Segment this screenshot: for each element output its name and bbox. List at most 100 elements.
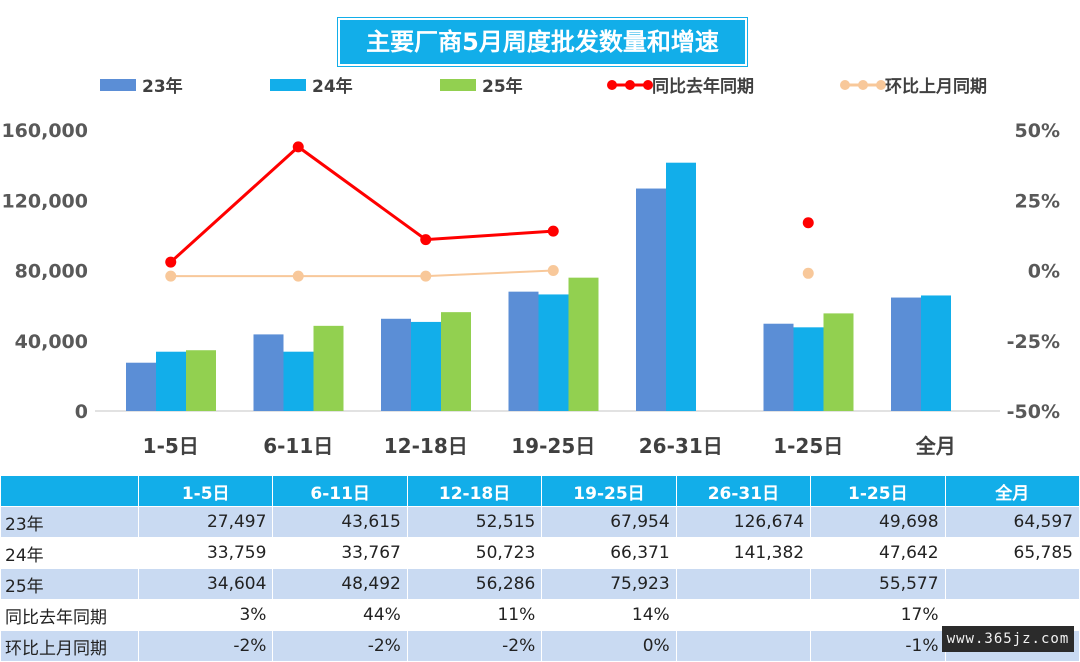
bar-25年 (186, 350, 216, 411)
table-row-label: 24年 (0, 537, 139, 569)
right-axis: -50% -25% 0% 25% 50% (1007, 120, 1060, 423)
point-同比去年同期 (802, 217, 814, 229)
table-column-header: 19-25日 (541, 475, 677, 507)
table-cell (944, 568, 1080, 600)
point-同比去年同期 (547, 225, 559, 237)
table-cell: 56,286 (406, 568, 543, 600)
x-axis-tick-labels: 1-5日 6-11日 12-18日 19-25日 26-31日 1-25日 全月 (143, 434, 956, 458)
table-cell: 14% (541, 599, 677, 631)
x-tick-label: 26-31日 (639, 434, 723, 458)
chart-title: 主要厂商5月周度批发数量和增速 (338, 18, 747, 66)
table-row-label: 同比去年同期 (0, 599, 139, 631)
table-cell: -2% (406, 630, 543, 662)
bar-25年 (823, 313, 854, 411)
x-tick-label: 19-25日 (511, 434, 595, 458)
point-同比去年同期 (165, 256, 177, 268)
table-row-label: 环比上月同期 (0, 630, 139, 662)
table-cell: 47,642 (810, 537, 946, 569)
chart-canvas: 23年 24年 25年 同比去年同期 环比上月同期 0 40,000 80,000 120,0… (1, 76, 1060, 458)
table-cell: 3% (137, 599, 274, 631)
table-cell: -2% (137, 630, 274, 662)
table-cell: 43,615 (272, 506, 408, 538)
table-cell: -2% (272, 630, 408, 662)
y-left-tick-label: 160,000 (1, 120, 88, 142)
table-column-header: 6-11日 (272, 475, 408, 507)
table-row: 24年 33,759 33,767 50,723 66,371 141,382 47,642… (0, 537, 1080, 569)
table-cell: 141,382 (675, 537, 812, 569)
y-left-tick-label: 80,000 (15, 261, 88, 283)
table-column-header: 12-18日 (406, 475, 543, 507)
table-body: 23年 27,497 43,615 52,515 67,954 126,674 49,698… (0, 506, 1080, 662)
bar-25年 (568, 277, 599, 411)
table-cell: 64,597 (944, 506, 1080, 538)
table-cell: -1% (810, 630, 946, 662)
table-row: 同比去年同期 3% 44% 11% 14% 17% (0, 599, 1080, 631)
bar-24年 (793, 327, 824, 411)
table-row: 环比上月同期 -2% -2% -2% 0% -1% (0, 630, 1080, 662)
bar-24年 (921, 295, 951, 411)
bar-23年 (508, 291, 539, 411)
y-right-tick-label: -50% (1007, 401, 1060, 423)
table-cell: 75,923 (541, 568, 677, 600)
legend-swatch (100, 79, 136, 91)
table-header-row: 1-5日 6-11日 12-18日 19-25日 26-31日 1-25日 全月 (0, 475, 1080, 507)
line-同比去年同期 (169, 144, 554, 264)
watermark: www.365jz.com (942, 626, 1074, 652)
table-cell: 34,604 (137, 568, 274, 600)
table-cell (675, 599, 812, 631)
table-column-header: 全月 (944, 475, 1080, 507)
legend-label: 25年 (482, 76, 523, 97)
bar-25年 (441, 312, 471, 411)
bar-23年 (126, 362, 156, 411)
legend-label: 23年 (142, 76, 183, 97)
table-cell (675, 630, 812, 662)
table-cell: 17% (810, 599, 946, 631)
table-cell: 50,723 (406, 537, 543, 569)
table-cell: 65,785 (944, 537, 1080, 569)
point-环比上月同期 (165, 270, 177, 282)
bar-23年 (381, 318, 411, 411)
data-table: 1-5日 6-11日 12-18日 19-25日 26-31日 1-25日 全月 23年 27… (0, 475, 1080, 662)
point-同比去年同期 (292, 141, 304, 153)
table-column-header: 26-31日 (675, 475, 812, 507)
bar-23年 (253, 334, 284, 411)
legend-swatch-marker (643, 80, 653, 90)
line-环比上月同期 (170, 269, 554, 278)
legend-swatch-marker (625, 80, 635, 90)
y-left-tick-label: 120,000 (1, 190, 88, 212)
table-cell: 48,492 (272, 568, 408, 600)
bar-24年 (538, 294, 569, 411)
legend-swatch (440, 79, 476, 91)
table-corner-cell (0, 475, 139, 507)
table-cell: 49,698 (810, 506, 946, 538)
table-cell: 44% (272, 599, 408, 631)
y-left-tick-label: 0 (75, 401, 88, 423)
point-环比上月同期 (547, 265, 559, 276)
point-环比上月同期 (420, 270, 432, 282)
left-axis: 0 40,000 80,000 120,000 160,000 (1, 120, 88, 423)
legend-swatch-marker (840, 80, 850, 90)
table-cell: 55,577 (810, 568, 946, 600)
table-row-label: 25年 (0, 568, 139, 600)
bar-23年 (763, 323, 794, 411)
y-right-tick-label: 50% (1015, 120, 1060, 142)
table-row: 25年 34,604 48,492 56,286 75,923 55,577 (0, 568, 1080, 600)
line-series-group (165, 141, 814, 282)
table-cell: 33,759 (137, 537, 274, 569)
bar-25年 (313, 325, 344, 411)
table-cell: 0% (541, 630, 677, 662)
table-cell: 66,371 (541, 537, 677, 569)
bar-series-group (126, 162, 951, 411)
table-row-label: 23年 (0, 506, 139, 538)
table-cell: 126,674 (675, 506, 812, 538)
table-column-header: 1-5日 (137, 475, 274, 507)
bar-24年 (156, 351, 186, 411)
legend-swatch-marker (876, 80, 886, 90)
x-tick-label: 1-5日 (143, 434, 199, 458)
legend-label: 同比去年同期 (652, 76, 754, 97)
legend-swatch-marker (607, 80, 617, 90)
bar-23年 (636, 188, 666, 411)
legend-swatch-marker (858, 80, 868, 90)
point-同比去年同期 (420, 234, 432, 246)
legend-swatch (270, 79, 306, 91)
